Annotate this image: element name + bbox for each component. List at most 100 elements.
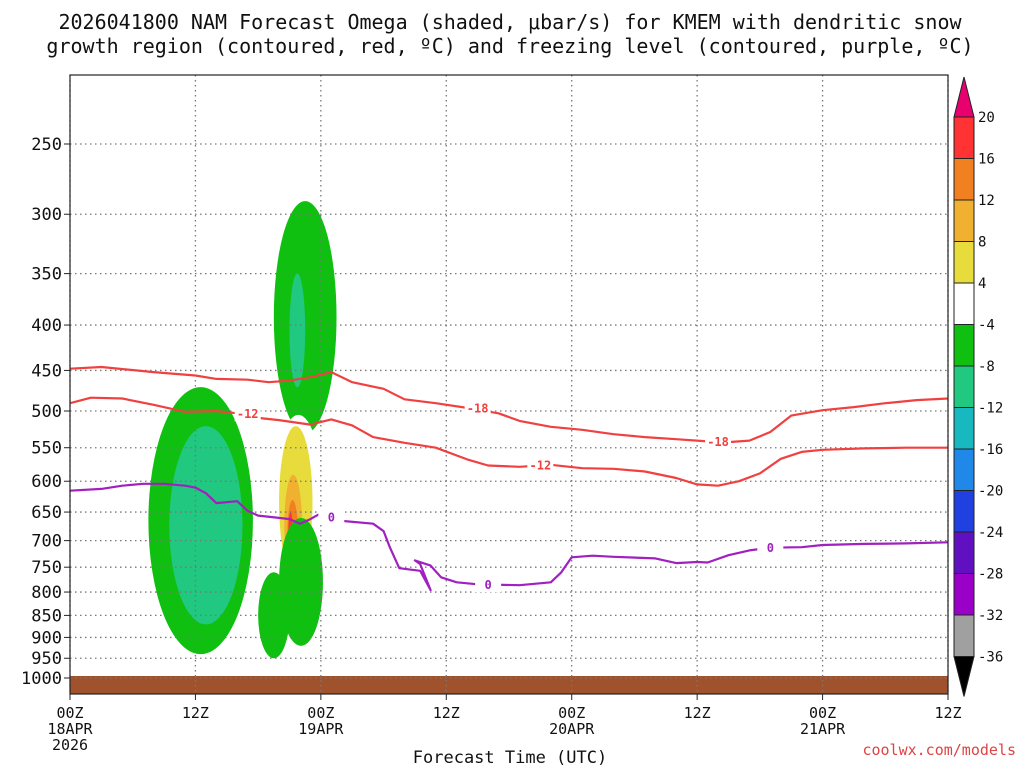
xtick-label-72-0: 00Z — [809, 704, 836, 722]
omega-region-16 — [655, 556, 677, 609]
ytick-label-450: 450 — [31, 361, 62, 381]
colorbar-label-6: -8 — [978, 359, 995, 375]
ytick-label-550: 550 — [31, 439, 62, 459]
contour-minus18-label-bg-0 — [464, 399, 491, 416]
colorbar-label-7: -12 — [978, 401, 1003, 417]
colorbar-label-10: -24 — [978, 525, 1003, 541]
colorbar-label-3: 8 — [978, 235, 986, 251]
contour-freezing-0-label-bg-1 — [475, 576, 502, 593]
ytick-label-750: 750 — [31, 558, 62, 578]
omega-region-11 — [279, 517, 323, 646]
contour-minus12-label-0: -12 — [237, 407, 259, 421]
omega-region-15 — [566, 567, 630, 616]
xtick-label-12-0: 12Z — [182, 704, 209, 722]
ytick-label-400: 400 — [31, 316, 62, 336]
colorbar-swatch-1 — [953, 116, 975, 159]
ytick-label-650: 650 — [31, 503, 62, 523]
ytick-label-600: 600 — [31, 472, 62, 492]
ytick-label-300: 300 — [31, 205, 62, 225]
xtick-label-0-0: 00Z — [56, 704, 83, 722]
contour-freezing-0-label-bg-0 — [318, 508, 345, 525]
ground-surface-layer — [70, 676, 948, 694]
colorbar-label-4: 4 — [978, 276, 986, 292]
colorbar-label-9: -20 — [978, 484, 1003, 500]
xtick-label-72-1: 21APR — [800, 720, 846, 738]
credit-text: coolwx.com/models — [862, 741, 1016, 759]
omega-region-5 — [169, 426, 243, 625]
colorbar-swatch-13 — [953, 614, 975, 657]
contour-freezing-0-label-0: 0 — [328, 510, 335, 524]
plot-frame — [69, 74, 949, 695]
chart-title-line-2: growth region (contoured, red, ºC) and f… — [46, 34, 973, 58]
omega-region-1 — [273, 201, 337, 434]
omega-region-18 — [386, 610, 395, 629]
colorbar-swatch-4 — [953, 241, 975, 284]
colorbar-label-12: -32 — [978, 608, 1003, 624]
omega-region-2 — [289, 273, 306, 388]
xtick-label-48-0: 00Z — [558, 704, 585, 722]
colorbar-swatch-8 — [953, 407, 975, 450]
colorbar-label-1: 16 — [978, 152, 995, 168]
colorbar-label-11: -28 — [978, 567, 1003, 583]
contour-freezing-0-label-1: 0 — [484, 578, 491, 592]
chart-title-line-1: 2026041800 NAM Forecast Omega (shaded, μ… — [58, 10, 962, 34]
contour-freezing-0-label-2: 0 — [767, 541, 774, 555]
ground-surface — [70, 676, 948, 694]
omega-region-12 — [258, 572, 290, 659]
colorbar-swatch-5 — [953, 282, 975, 325]
ytick-label-900: 900 — [31, 628, 62, 648]
colorbar-swatch-2 — [953, 158, 975, 201]
contour-freezing-0-label-bg-2 — [757, 539, 784, 556]
colorbar-swatch-7 — [953, 365, 975, 408]
colorbar-label-0: 20 — [978, 110, 995, 126]
colorbar-swatch-10 — [953, 490, 975, 533]
omega-region-14 — [488, 532, 509, 573]
xtick-label-48-1: 20APR — [549, 720, 595, 738]
xtick-label-24-0: 00Z — [307, 704, 334, 722]
xtick-label-60-0: 12Z — [684, 704, 711, 722]
ytick-label-850: 850 — [31, 606, 62, 626]
colorbar-label-13: -36 — [978, 650, 1003, 666]
colorbar-swatch-11 — [953, 531, 975, 574]
omega-region-3 — [742, 310, 755, 400]
omega-region-0 — [274, 120, 279, 202]
colorbar-bottom-arrow — [953, 656, 975, 697]
colorbar-swatch-12 — [953, 573, 975, 616]
contour-minus18-label-1: -18 — [707, 435, 729, 449]
xtick-label-0-2: 2026 — [52, 736, 88, 754]
contour-minus12-label-bg-0 — [234, 405, 261, 422]
contour-minus12 — [69, 396, 948, 487]
colorbar-top-arrow — [953, 76, 975, 118]
xtick-label-0-1: 18APR — [47, 720, 93, 738]
contour-minus12-label-bg-1 — [527, 456, 554, 473]
ytick-label-700: 700 — [31, 532, 62, 552]
ytick-label-1000: 1000 — [21, 669, 62, 689]
colorbar-swatch-6 — [953, 324, 975, 367]
ytick-label-800: 800 — [31, 583, 62, 603]
x-axis-label: Forecast Time (UTC) — [413, 748, 607, 768]
colorbar-label-5: -4 — [978, 318, 995, 334]
colorbar-swatch-9 — [953, 448, 975, 491]
y-axis-ticks: 2503003504004505005506006507007508008509… — [21, 135, 70, 689]
contour-minus12-label-1: -12 — [530, 458, 552, 472]
contour-freezing-0 — [69, 482, 949, 592]
omega-region-13 — [399, 481, 473, 651]
contour-minus18-label-0: -18 — [467, 401, 489, 415]
xtick-label-24-1: 19APR — [298, 720, 344, 738]
xtick-label-84-0: 12Z — [934, 704, 961, 722]
ytick-label-500: 500 — [31, 402, 62, 422]
colorbar-swatch-3 — [953, 199, 975, 242]
xtick-label-36-0: 12Z — [433, 704, 460, 722]
ytick-label-950: 950 — [31, 649, 62, 669]
axes-frame — [69, 74, 949, 695]
ytick-label-350: 350 — [31, 265, 62, 285]
ytick-label-250: 250 — [31, 135, 62, 155]
omega-region-17 — [367, 610, 374, 629]
contour-minus18-label-bg-1 — [705, 433, 732, 450]
omega-colorbar: 20 16 12 8 4 -4 -8 -12 -16 -20 -24 -28 -32 -36 — [953, 76, 1003, 697]
omega-shading-layer — [148, 120, 755, 659]
colorbar-label-2: 12 — [978, 193, 995, 209]
colorbar-label-8: -16 — [978, 442, 1003, 458]
